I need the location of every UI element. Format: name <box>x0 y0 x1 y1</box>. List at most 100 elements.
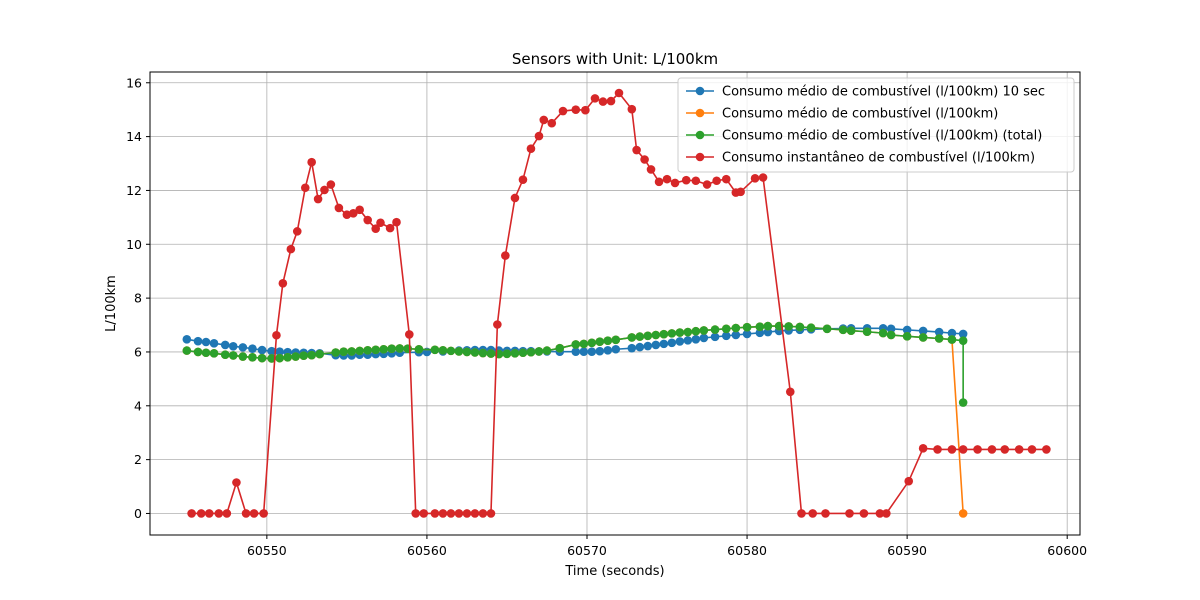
data-point <box>414 344 424 354</box>
data-point <box>547 118 557 128</box>
data-point <box>214 509 224 518</box>
data-point <box>806 323 816 333</box>
data-point <box>632 145 641 155</box>
data-point <box>539 115 549 125</box>
data-point <box>275 347 284 356</box>
data-point <box>222 509 232 518</box>
data-point <box>654 177 664 187</box>
data-point <box>438 509 448 518</box>
series-line <box>191 91 1047 515</box>
data-point <box>571 347 581 356</box>
data-point <box>640 155 649 164</box>
data-point <box>534 347 544 356</box>
data-point <box>462 509 472 518</box>
legend-label: Consumo médio de combustível (l/100km) 1… <box>722 85 1045 100</box>
data-point <box>675 337 685 346</box>
data-point <box>454 509 464 518</box>
data-point <box>292 227 302 236</box>
data-point <box>784 322 793 331</box>
data-point <box>1014 445 1024 454</box>
data-point <box>182 335 192 344</box>
data-point <box>808 509 817 518</box>
data-point <box>651 340 661 350</box>
data-point <box>681 175 691 185</box>
data-point <box>275 353 284 363</box>
data-point <box>579 339 589 349</box>
data-point <box>699 326 709 335</box>
legend-label: Consumo instantâneo de combustível (l/10… <box>722 151 1035 166</box>
data-point <box>918 326 928 336</box>
data-point <box>579 347 589 356</box>
data-point <box>904 476 914 486</box>
data-point <box>371 224 381 233</box>
data-point <box>958 329 968 339</box>
data-point <box>510 193 520 203</box>
data-point <box>958 398 968 407</box>
legend-item: Consumo médio de combustível (l/100km) 1… <box>686 85 1045 100</box>
data-point <box>659 339 669 349</box>
data-point <box>958 445 968 454</box>
data-point <box>797 509 806 518</box>
data-point <box>363 346 372 355</box>
y-tick-label: 0 <box>134 506 142 521</box>
data-point <box>627 343 637 353</box>
data-point <box>300 183 310 193</box>
x-tick-label: 60580 <box>727 543 767 558</box>
data-point <box>635 342 645 352</box>
data-point <box>590 94 600 103</box>
y-axis-label: L/100km <box>104 275 119 332</box>
data-point <box>902 325 912 335</box>
data-point <box>193 347 203 357</box>
data-point <box>238 343 248 352</box>
data-point <box>204 509 214 518</box>
data-point <box>446 509 456 518</box>
data-point <box>838 325 848 335</box>
x-tick-label: 60560 <box>407 543 447 558</box>
data-point <box>1027 445 1037 454</box>
data-point <box>845 509 854 518</box>
data-point <box>670 178 680 188</box>
data-point <box>526 144 536 154</box>
legend-label: Consumo médio de combustível (l/100km) (… <box>722 129 1042 144</box>
data-point <box>1042 445 1051 454</box>
data-point <box>379 344 389 354</box>
legend: Consumo médio de combustível (l/100km) 1… <box>677 77 1075 173</box>
data-point <box>859 509 869 518</box>
data-point <box>614 88 624 98</box>
data-point <box>710 332 720 342</box>
data-point <box>342 210 352 219</box>
data-point <box>430 509 440 518</box>
data-point <box>267 354 276 363</box>
data-point <box>470 509 480 518</box>
data-point <box>902 332 912 341</box>
legend-item: Consumo médio de combustível (l/100km) <box>686 107 998 122</box>
data-point <box>691 176 701 186</box>
data-point <box>299 351 308 361</box>
x-tick-label: 60600 <box>1047 543 1087 558</box>
data-point <box>683 327 693 337</box>
data-point <box>493 320 502 329</box>
data-point <box>259 509 268 518</box>
data-point <box>702 180 712 189</box>
data-point <box>758 173 768 182</box>
legend-label: Consumo médio de combustível (l/100km) <box>722 107 998 122</box>
data-point <box>587 347 597 356</box>
data-point <box>486 349 496 358</box>
data-point <box>278 279 288 288</box>
data-point <box>405 330 414 339</box>
data-point <box>731 330 741 340</box>
y-tick-label: 12 <box>126 183 142 198</box>
data-point <box>603 336 613 345</box>
data-point <box>502 349 512 359</box>
data-point <box>209 349 219 358</box>
data-point <box>721 324 731 334</box>
data-point <box>755 322 765 331</box>
data-point <box>320 185 329 195</box>
data-point <box>886 324 896 334</box>
legend-marker <box>695 152 705 162</box>
data-point <box>411 509 421 518</box>
data-point <box>272 330 281 340</box>
data-point <box>933 445 942 454</box>
data-point <box>742 322 752 332</box>
legend-marker <box>695 108 705 118</box>
